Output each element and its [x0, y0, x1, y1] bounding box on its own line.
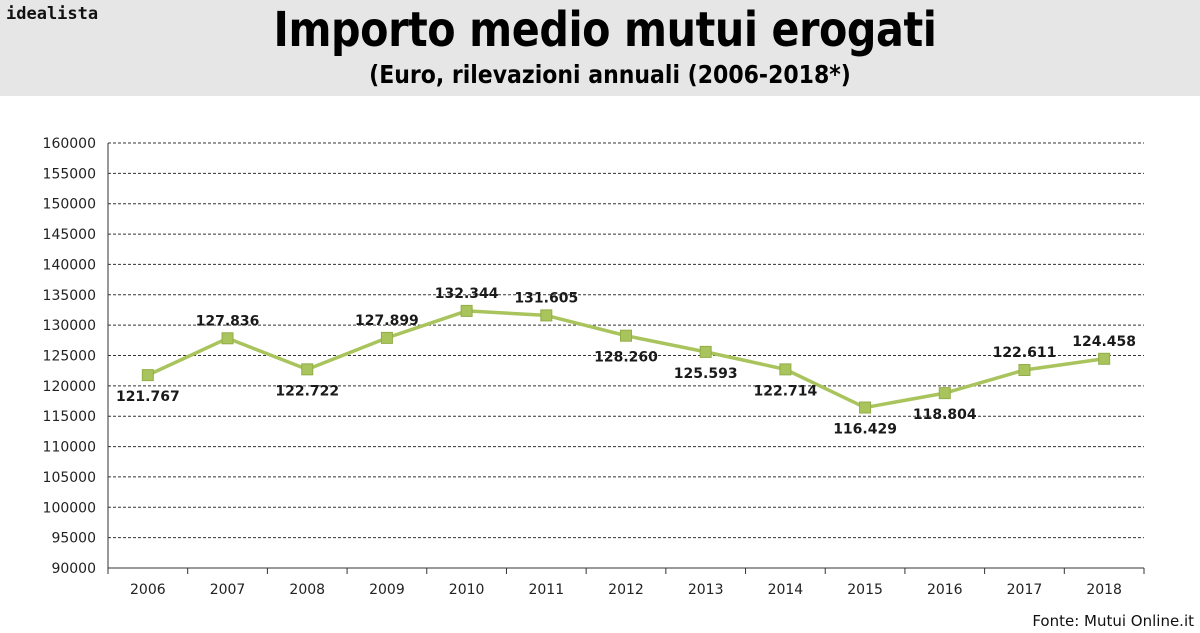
x-tick-label: 2012 — [608, 582, 644, 598]
y-tick-label: 125000 — [43, 349, 96, 365]
data-point-marker — [301, 363, 314, 376]
data-point-marker — [141, 369, 154, 382]
x-tick-label: 2013 — [688, 582, 724, 598]
data-label: 122.722 — [275, 383, 339, 399]
y-tick-label: 90000 — [51, 561, 96, 577]
y-tick-label: 110000 — [43, 440, 96, 456]
data-label: 122.714 — [754, 383, 818, 399]
y-tick-label: 100000 — [43, 500, 96, 516]
x-tick-label: 2011 — [528, 582, 564, 598]
data-point-marker — [938, 387, 951, 400]
y-tick-label: 155000 — [43, 166, 96, 182]
y-tick-label: 105000 — [43, 470, 96, 486]
data-point-marker — [221, 332, 234, 345]
y-tick-label: 160000 — [43, 136, 96, 152]
y-tick-label: 135000 — [43, 288, 96, 304]
data-point-marker — [460, 304, 473, 317]
data-label: 116.429 — [833, 422, 897, 438]
data-point-marker — [779, 363, 792, 376]
header-band: idealista Importo medio mutui erogati (E… — [0, 0, 1200, 96]
x-tick-label: 2007 — [210, 582, 246, 598]
x-tick-label: 2010 — [449, 582, 485, 598]
data-label: 118.804 — [913, 407, 977, 423]
data-label: 124.458 — [1072, 334, 1136, 350]
data-label: 131.605 — [514, 290, 578, 306]
data-point-marker — [620, 329, 632, 342]
data-point-marker — [699, 345, 712, 358]
brand-logo-text: idealista — [6, 4, 99, 24]
y-tick-label: 115000 — [43, 409, 96, 425]
y-tick-label: 140000 — [43, 257, 96, 273]
data-point-marker — [1098, 352, 1111, 365]
chart-subtitle: (Euro, rilevazioni annuali (2006-2018*) — [369, 60, 851, 89]
y-tick-label: 95000 — [51, 531, 96, 547]
data-label: 128.260 — [594, 350, 658, 366]
data-label: 122.611 — [993, 345, 1057, 361]
data-point-marker — [540, 309, 553, 322]
x-tick-label: 2015 — [847, 582, 883, 598]
data-label: 132.344 — [435, 286, 499, 302]
data-label: 121.767 — [116, 389, 180, 405]
y-tick-label: 150000 — [43, 197, 96, 213]
y-tick-label: 120000 — [43, 379, 96, 395]
y-tick-label: 145000 — [43, 227, 96, 243]
data-label: 127.836 — [196, 313, 260, 329]
y-tick-label: 130000 — [43, 318, 96, 334]
data-point-marker — [1018, 364, 1031, 377]
chart-title: Importo medio mutui erogati — [273, 2, 937, 58]
x-tick-label: 2006 — [130, 582, 166, 598]
x-tick-label: 2018 — [1086, 582, 1122, 598]
data-point-marker — [380, 331, 393, 344]
x-tick-label: 2017 — [1007, 582, 1043, 598]
data-label: 127.899 — [355, 313, 419, 329]
x-tick-label: 2008 — [289, 582, 325, 598]
x-tick-label: 2016 — [927, 582, 963, 598]
data-point-marker — [859, 401, 872, 414]
x-tick-label: 2014 — [768, 582, 804, 598]
data-label: 125.593 — [674, 366, 738, 382]
x-tick-label: 2009 — [369, 582, 405, 598]
source-note: Fonte: Mutui Online.it — [1032, 612, 1194, 630]
